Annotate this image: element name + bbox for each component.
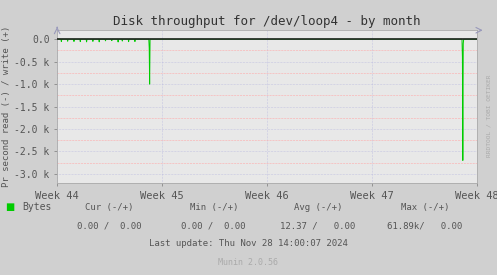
Y-axis label: Pr second read (-) / write (+): Pr second read (-) / write (+) bbox=[2, 26, 11, 187]
Text: Cur (-/+): Cur (-/+) bbox=[85, 204, 134, 212]
Text: Max (-/+): Max (-/+) bbox=[401, 204, 449, 212]
Text: Avg (-/+): Avg (-/+) bbox=[294, 204, 342, 212]
Text: Last update: Thu Nov 28 14:00:07 2024: Last update: Thu Nov 28 14:00:07 2024 bbox=[149, 239, 348, 248]
Text: Bytes: Bytes bbox=[22, 202, 52, 212]
Text: 0.00 /  0.00: 0.00 / 0.00 bbox=[181, 221, 246, 230]
Text: 12.37 /   0.00: 12.37 / 0.00 bbox=[280, 221, 356, 230]
Text: RRDTOOL / TOBI OETIKER: RRDTOOL / TOBI OETIKER bbox=[486, 74, 491, 157]
Text: ■: ■ bbox=[5, 202, 14, 212]
Text: Munin 2.0.56: Munin 2.0.56 bbox=[219, 258, 278, 266]
Text: Min (-/+): Min (-/+) bbox=[189, 204, 238, 212]
Title: Disk throughput for /dev/loop4 - by month: Disk throughput for /dev/loop4 - by mont… bbox=[113, 15, 421, 28]
Text: 0.00 /  0.00: 0.00 / 0.00 bbox=[77, 221, 142, 230]
Text: 61.89k/   0.00: 61.89k/ 0.00 bbox=[387, 221, 463, 230]
